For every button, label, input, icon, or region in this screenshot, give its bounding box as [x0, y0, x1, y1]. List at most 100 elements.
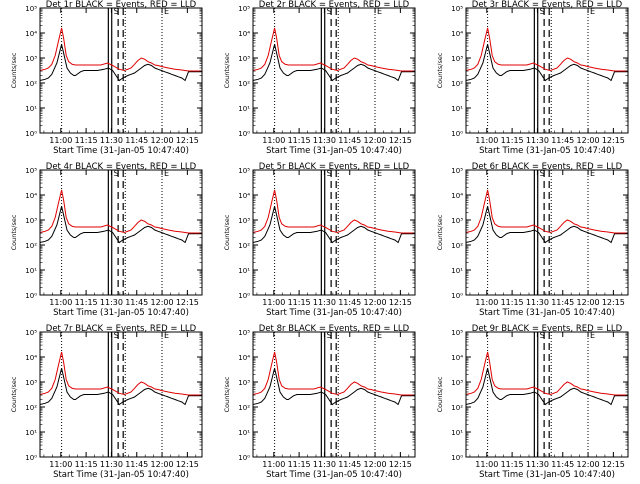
panel-title: Det 9r BLACK = Events, RED = LLD [472, 324, 623, 334]
x-tick-label: 11:45 [125, 298, 148, 307]
y-axis-label: Counts/sec [223, 214, 231, 250]
plot-frame [465, 169, 629, 296]
y-tick-label: 10⁴ [451, 192, 463, 200]
x-tick-label: 11:30 [526, 136, 549, 145]
events-series-line [465, 206, 628, 244]
panel-title: Det 6r BLACK = Events, RED = LLD [472, 162, 623, 172]
x-tick-label: 12:15 [389, 460, 412, 469]
y-axis-label: Counts/sec [223, 376, 231, 412]
x-tick-label: 11:15 [75, 460, 98, 469]
y-tick-label: 10¹ [238, 429, 250, 437]
x-tick-label: 11:15 [501, 460, 524, 469]
y-tick-label: 10¹ [25, 429, 37, 437]
plot-frame [39, 7, 203, 134]
plot-frame [465, 331, 629, 458]
start-marker-label: S [327, 7, 332, 16]
events-series-line [252, 368, 415, 406]
x-tick-label: 11:15 [75, 298, 98, 307]
x-axis-label: Start Time (31-Jan-05 10:47:40) [479, 470, 615, 480]
y-tick-label: 10⁰ [238, 292, 250, 300]
lld-series-line [252, 27, 415, 72]
x-tick-label: 11:30 [313, 298, 336, 307]
x-axis-label: Start Time (31-Jan-05 10:47:40) [266, 308, 402, 318]
y-tick-label: 10³ [25, 55, 37, 63]
x-axis-label: Start Time (31-Jan-05 10:47:40) [53, 146, 189, 156]
y-axis-label: Counts/sec [436, 376, 444, 412]
y-axis-label: Counts/sec [10, 52, 18, 88]
x-tick-label: 12:00 [577, 460, 600, 469]
x-tick-label: 11:30 [100, 460, 123, 469]
x-tick-label: 12:15 [176, 136, 199, 145]
x-tick-label: 11:15 [501, 136, 524, 145]
y-axis-label: Counts/sec [10, 214, 18, 250]
events-series-line [465, 368, 628, 406]
start-marker-label: S [327, 331, 332, 340]
lld-series-line [465, 189, 628, 234]
x-tick-label: 11:00 [262, 136, 285, 145]
plot-frame [39, 331, 203, 458]
y-tick-label: 10⁵ [451, 329, 463, 337]
end-marker-label: E [590, 7, 595, 16]
y-tick-label: 10⁰ [25, 130, 37, 138]
y-tick-label: 10² [25, 80, 37, 88]
x-tick-label: 12:15 [176, 298, 199, 307]
x-tick-label: 12:00 [577, 298, 600, 307]
start-marker-label: S [114, 7, 119, 16]
x-tick-label: 11:30 [100, 136, 123, 145]
y-tick-label: 10⁵ [25, 5, 37, 13]
y-tick-label: 10⁵ [451, 5, 463, 13]
lld-series-line [252, 189, 415, 234]
y-tick-label: 10⁰ [451, 454, 463, 462]
start-marker-label: S [540, 7, 545, 16]
panel-title: Det 8r BLACK = Events, RED = LLD [259, 324, 410, 334]
lld-series-line [39, 27, 202, 72]
x-tick-label: 11:30 [313, 136, 336, 145]
y-tick-label: 10⁰ [238, 454, 250, 462]
y-tick-label: 10⁵ [25, 329, 37, 337]
y-tick-label: 10² [238, 80, 250, 88]
x-tick-label: 11:45 [338, 136, 361, 145]
x-tick-label: 11:00 [475, 460, 498, 469]
x-tick-label: 11:15 [75, 136, 98, 145]
x-tick-label: 11:45 [551, 298, 574, 307]
x-tick-label: 12:15 [389, 136, 412, 145]
y-tick-label: 10⁰ [238, 130, 250, 138]
x-axis-label: Start Time (31-Jan-05 10:47:40) [266, 146, 402, 156]
panel-title: Det 5r BLACK = Events, RED = LLD [259, 162, 410, 172]
panel-title: Det 7r BLACK = Events, RED = LLD [46, 324, 197, 334]
lld-series-line [252, 351, 415, 396]
y-tick-label: 10¹ [238, 267, 250, 275]
x-tick-label: 12:00 [151, 298, 174, 307]
y-tick-label: 10⁴ [238, 192, 250, 200]
lld-series-line [465, 351, 628, 396]
y-tick-label: 10² [451, 242, 463, 250]
x-axis-label: Start Time (31-Jan-05 10:47:40) [479, 308, 615, 318]
x-tick-label: 11:45 [338, 460, 361, 469]
y-tick-label: 10¹ [451, 267, 463, 275]
y-tick-label: 10⁵ [451, 167, 463, 175]
x-axis-label: Start Time (31-Jan-05 10:47:40) [53, 470, 189, 480]
start-marker-label: S [114, 169, 119, 178]
x-tick-label: 12:00 [364, 460, 387, 469]
x-tick-label: 11:30 [313, 460, 336, 469]
x-tick-label: 12:15 [602, 136, 625, 145]
y-tick-label: 10² [238, 242, 250, 250]
y-axis-label: Counts/sec [436, 214, 444, 250]
y-tick-label: 10⁴ [25, 354, 37, 362]
end-marker-label: E [590, 169, 595, 178]
panel-title: Det 3r BLACK = Events, RED = LLD [472, 0, 623, 10]
y-tick-label: 10⁰ [25, 454, 37, 462]
y-tick-label: 10⁴ [238, 30, 250, 38]
x-tick-label: 12:15 [389, 298, 412, 307]
y-tick-label: 10⁴ [451, 30, 463, 38]
x-tick-label: 12:00 [577, 136, 600, 145]
y-tick-label: 10³ [451, 55, 463, 63]
